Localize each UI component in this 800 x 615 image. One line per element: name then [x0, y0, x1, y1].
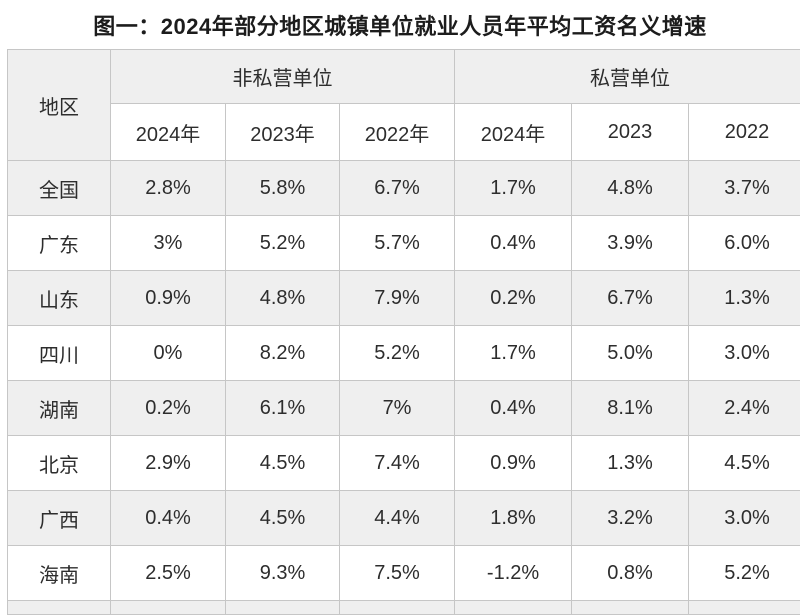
value-cell: 0.4% — [455, 216, 572, 271]
value-cell: 2.8% — [111, 161, 226, 216]
value-cell: 6.7% — [340, 161, 455, 216]
table-row-national: 全国 2.8% 5.8% 6.7% 1.7% 4.8% 3.7% — [8, 161, 800, 216]
empty-cell — [455, 601, 572, 615]
value-cell: 0.4% — [455, 381, 572, 436]
header-group-row: 地区 非私营单位 私营单位 — [8, 50, 800, 104]
table-row-beijing: 北京 2.9% 4.5% 7.4% 0.9% 1.3% 4.5% — [8, 436, 800, 491]
region-cell: 海南 — [8, 546, 111, 601]
value-cell: 5.2% — [689, 546, 800, 601]
value-cell: 4.4% — [340, 491, 455, 546]
table-row-shandong: 山东 0.9% 4.8% 7.9% 0.2% 6.7% 1.3% — [8, 271, 800, 326]
value-cell: 0.9% — [455, 436, 572, 491]
value-cell: 0.2% — [455, 271, 572, 326]
value-cell: 3.0% — [689, 326, 800, 381]
value-cell: 5.2% — [226, 216, 340, 271]
value-cell: 0.9% — [111, 271, 226, 326]
header-year-row: 2024年 2023年 2022年 2024年 2023 2022 — [8, 104, 800, 161]
value-cell: 0.8% — [572, 546, 689, 601]
table-row-hainan: 海南 2.5% 9.3% 7.5% -1.2% 0.8% 5.2% — [8, 546, 800, 601]
value-cell: 2.9% — [111, 436, 226, 491]
year-header-private-2024: 2024年 — [455, 104, 572, 161]
table-row-hunan: 湖南 0.2% 6.1% 7% 0.4% 8.1% 2.4% — [8, 381, 800, 436]
value-cell: 7.4% — [340, 436, 455, 491]
value-cell: 7.5% — [340, 546, 455, 601]
value-cell: 6.0% — [689, 216, 800, 271]
value-cell: 1.7% — [455, 161, 572, 216]
value-cell: 2.5% — [111, 546, 226, 601]
group-header-non-private: 非私营单位 — [111, 50, 455, 104]
value-cell: 6.1% — [226, 381, 340, 436]
value-cell: 9.3% — [226, 546, 340, 601]
empty-cell — [689, 601, 800, 615]
value-cell: 4.5% — [226, 436, 340, 491]
empty-cell — [572, 601, 689, 615]
empty-cell — [340, 601, 455, 615]
value-cell: 7.9% — [340, 271, 455, 326]
value-cell: 4.5% — [689, 436, 800, 491]
region-cell: 四川 — [8, 326, 111, 381]
value-cell: 0% — [111, 326, 226, 381]
figure-title: 图一：2024年部分地区城镇单位就业人员年平均工资名义增速 — [0, 0, 800, 49]
value-cell: 3.0% — [689, 491, 800, 546]
table-row-guangxi: 广西 0.4% 4.5% 4.4% 1.8% 3.2% 3.0% — [8, 491, 800, 546]
value-cell: 1.3% — [689, 271, 800, 326]
region-cell: 广西 — [8, 491, 111, 546]
value-cell: 0.4% — [111, 491, 226, 546]
table-row-guangdong: 广东 3% 5.2% 5.7% 0.4% 3.9% 6.0% — [8, 216, 800, 271]
value-cell: 6.7% — [572, 271, 689, 326]
year-header-nonprivate-2023: 2023年 — [226, 104, 340, 161]
value-cell: 8.1% — [572, 381, 689, 436]
empty-cell — [226, 601, 340, 615]
value-cell: 3.2% — [572, 491, 689, 546]
year-header-nonprivate-2022: 2022年 — [340, 104, 455, 161]
value-cell: 8.2% — [226, 326, 340, 381]
value-cell: 4.8% — [572, 161, 689, 216]
value-cell: 5.8% — [226, 161, 340, 216]
value-cell: 0.2% — [111, 381, 226, 436]
value-cell: 3% — [111, 216, 226, 271]
year-header-private-2022: 2022 — [689, 104, 800, 161]
table-row-sichuan: 四川 0% 8.2% 5.2% 1.7% 5.0% 3.0% — [8, 326, 800, 381]
value-cell: 4.8% — [226, 271, 340, 326]
region-cell: 广东 — [8, 216, 111, 271]
group-header-private: 私营单位 — [455, 50, 800, 104]
year-header-nonprivate-2024: 2024年 — [111, 104, 226, 161]
value-cell: 1.7% — [455, 326, 572, 381]
region-cell: 北京 — [8, 436, 111, 491]
value-cell: 5.0% — [572, 326, 689, 381]
value-cell: 3.7% — [689, 161, 800, 216]
empty-cell — [8, 601, 111, 615]
empty-cell — [111, 601, 226, 615]
value-cell: 3.9% — [572, 216, 689, 271]
value-cell: 7% — [340, 381, 455, 436]
value-cell: 1.8% — [455, 491, 572, 546]
value-cell: 2.4% — [689, 381, 800, 436]
value-cell: -1.2% — [455, 546, 572, 601]
region-cell: 湖南 — [8, 381, 111, 436]
value-cell: 5.2% — [340, 326, 455, 381]
region-cell: 山东 — [8, 271, 111, 326]
wage-growth-table: 地区 非私营单位 私营单位 2024年 2023年 2022年 2024年 20… — [7, 49, 800, 615]
value-cell: 1.3% — [572, 436, 689, 491]
year-header-private-2023: 2023 — [572, 104, 689, 161]
value-cell: 4.5% — [226, 491, 340, 546]
region-cell: 全国 — [8, 161, 111, 216]
table-row-partial-cutoff — [8, 601, 800, 615]
value-cell: 5.7% — [340, 216, 455, 271]
region-column-header: 地区 — [8, 50, 111, 161]
